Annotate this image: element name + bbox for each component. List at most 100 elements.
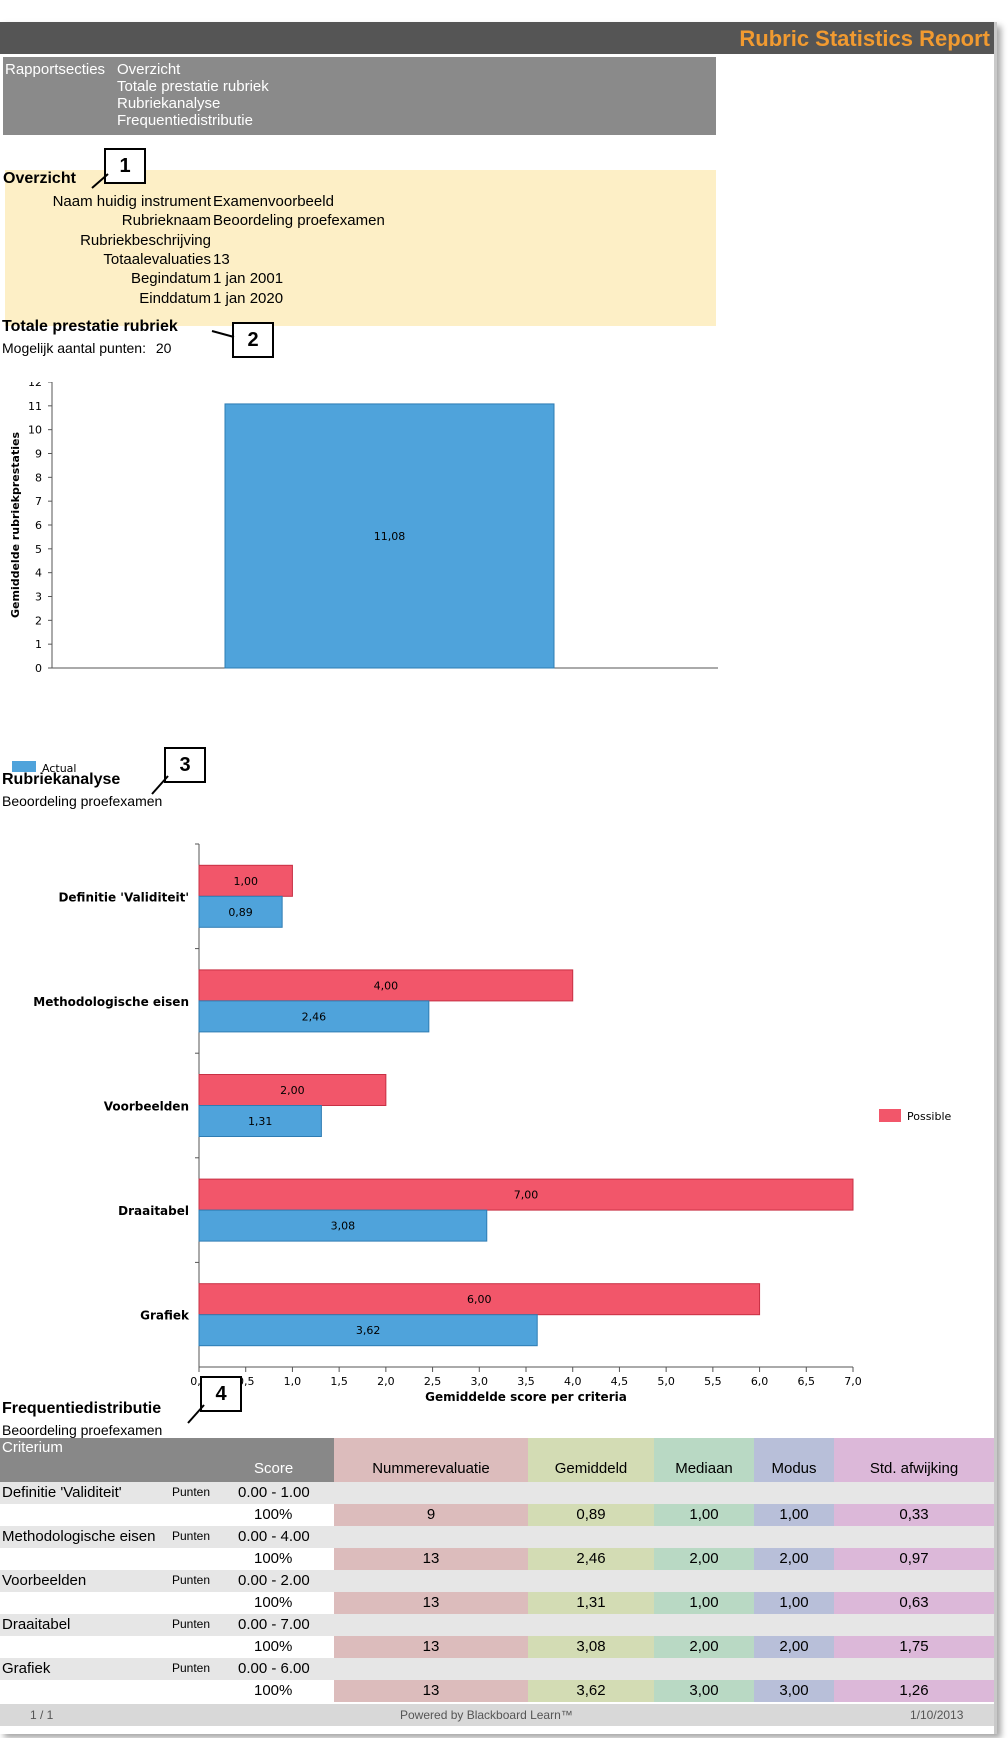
cell-gemiddeld: 3,62 xyxy=(528,1680,654,1702)
header-left-block xyxy=(0,1438,334,1482)
cell-nummerevaluatie: 9 xyxy=(334,1504,528,1526)
bar-actual-label: 3,08 xyxy=(331,1220,356,1233)
overview-value: 13 xyxy=(213,251,230,268)
table-row: Grafiek Punten 0.00 - 6.00 100% 13 3,62 3,00 3,… xyxy=(0,1658,994,1702)
header-nummerevaluatie: Nummerevaluatie xyxy=(334,1438,528,1482)
cell-modus: 1,00 xyxy=(754,1504,834,1526)
y-tick-label: 7 xyxy=(35,495,42,508)
report-title: Rubric Statistics Report xyxy=(739,26,990,51)
bar-actual xyxy=(198,1209,488,1242)
criterion-name: Draaitabel xyxy=(2,1616,71,1633)
report-sections-menu: Rapportsecties Overzicht Totale prestati… xyxy=(3,57,716,135)
row-band xyxy=(0,1614,994,1636)
callout-3-pointer xyxy=(151,775,169,795)
cell-std-afwijking: 0,97 xyxy=(834,1548,994,1570)
page-counter: 1 / 1 xyxy=(30,1708,54,1722)
table-row: Methodologische eisen Punten 0.00 - 4.00 10… xyxy=(0,1526,994,1570)
powered-by: Powered by Blackboard Learn™ xyxy=(400,1708,573,1722)
cell-mediaan: 2,00 xyxy=(654,1636,754,1658)
cell-nummerevaluatie: 13 xyxy=(334,1548,528,1570)
score-range: 0.00 - 2.00 xyxy=(238,1572,310,1589)
overview-row: Rubrieknaam Beoordeling proefexamen xyxy=(5,212,716,232)
callout-3: 3 xyxy=(164,747,206,783)
category-label: Methodologische eisen xyxy=(33,995,189,1009)
y-tick-label: 8 xyxy=(35,471,42,484)
callout-2-pointer xyxy=(211,330,235,338)
bar-actual-label: 2,46 xyxy=(302,1010,327,1023)
y-tick-label: 0 xyxy=(35,662,42,675)
title-bar: Rubric Statistics Report xyxy=(0,22,994,54)
report-date: 1/10/2013 xyxy=(910,1708,964,1722)
header-score: Score xyxy=(254,1460,294,1477)
category-label: Voorbeelden xyxy=(104,1100,189,1114)
cell-modus: 3,00 xyxy=(754,1680,834,1702)
cell-nummerevaluatie: 13 xyxy=(334,1680,528,1702)
y-tick-label: 10 xyxy=(28,424,42,437)
score-percent: 100% xyxy=(254,1506,293,1523)
criterion-name: Voorbeelden xyxy=(2,1572,87,1589)
row-band xyxy=(0,1482,994,1504)
y-tick-label: 12 xyxy=(28,382,42,389)
bar-possible xyxy=(198,969,574,1002)
frequency-table-header: Criterium Score Nummerevaluatie Gemiddel… xyxy=(0,1438,994,1482)
overview-key: Totaalevaluaties xyxy=(103,251,211,268)
y-tick-label: 5 xyxy=(35,543,42,556)
toc-link-overzicht[interactable]: Overzicht xyxy=(117,61,181,78)
cell-gemiddeld: 1,31 xyxy=(528,1592,654,1614)
bar-actual-label: 1,31 xyxy=(248,1115,273,1128)
bar-possible xyxy=(198,1283,761,1316)
cell-gemiddeld: 3,08 xyxy=(528,1636,654,1658)
cell-modus: 1,00 xyxy=(754,1592,834,1614)
category-label: Definitie 'Validiteit' xyxy=(58,890,189,904)
overview-title: Overzicht xyxy=(3,170,76,187)
cell-mediaan: 1,00 xyxy=(654,1504,754,1526)
overview-value: Examenvoorbeeld xyxy=(213,193,334,210)
possible-points-label: Mogelijk aantal punten: xyxy=(2,340,146,356)
bar-possible-label: 1,00 xyxy=(233,875,258,888)
criterion-unit: Punten xyxy=(172,1617,211,1631)
cell-mediaan: 3,00 xyxy=(654,1680,754,1702)
header-criterium: Criterium xyxy=(2,1439,63,1456)
score-percent: 100% xyxy=(254,1682,293,1699)
overview-key: Begindatum xyxy=(130,270,211,287)
criterion-unit: Punten xyxy=(172,1529,211,1543)
y-tick-label: 9 xyxy=(35,448,42,461)
bar-data-label: 11,08 xyxy=(374,530,406,543)
report-page: Rubric Statistics Report Rapportsecties … xyxy=(0,22,997,1734)
callout-2: 2 xyxy=(232,322,274,358)
x-tick-label: 2,0 xyxy=(377,1375,395,1388)
bar-actual-label: 0,89 xyxy=(228,906,253,919)
callout-1-pointer xyxy=(91,173,109,189)
score-range: 0.00 - 4.00 xyxy=(238,1528,310,1545)
overview-value: 1 jan 2020 xyxy=(213,290,284,307)
row-band xyxy=(0,1570,994,1592)
x-tick-label: 4,0 xyxy=(564,1375,582,1388)
bar-possible-label: 2,00 xyxy=(280,1084,305,1097)
overview-value: 1 jan 2001 xyxy=(213,270,284,287)
criterion-name: Definitie 'Validiteit' xyxy=(2,1484,122,1501)
score-range: 0.00 - 6.00 xyxy=(238,1660,310,1677)
x-tick-label: 1,5 xyxy=(330,1375,348,1388)
x-tick-label: 5,5 xyxy=(704,1375,722,1388)
legend-swatch-possible xyxy=(879,1109,901,1122)
category-label: Grafiek xyxy=(140,1309,190,1323)
cell-std-afwijking: 0,63 xyxy=(834,1592,994,1614)
table-row: Definitie 'Validiteit' Punten 0.00 - 1.00 1… xyxy=(0,1482,994,1526)
toc-link-frequentiedistributie[interactable]: Frequentiedistributie xyxy=(117,112,253,129)
y-tick-label: 3 xyxy=(35,591,42,604)
analysis-subtitle: Beoordeling proefexamen xyxy=(2,793,163,809)
criterion-unit: Punten xyxy=(172,1485,211,1499)
y-tick-label: 2 xyxy=(35,614,42,627)
bar-possible xyxy=(198,1074,387,1106)
criterion-name: Grafiek xyxy=(2,1660,51,1677)
header-std-afwijking: Std. afwijking xyxy=(834,1438,994,1482)
bar-possible-label: 7,00 xyxy=(514,1189,539,1202)
toc-link-totale-prestatie[interactable]: Totale prestatie rubriek xyxy=(117,78,269,95)
overview-row: Rubriekbeschrijving xyxy=(5,232,716,252)
frequency-subtitle: Beoordeling proefexamen xyxy=(2,1422,163,1438)
x-tick-label: 2,5 xyxy=(424,1375,442,1388)
header-gemiddeld: Gemiddeld xyxy=(528,1438,654,1482)
overview-key: Rubriekbeschrijving xyxy=(80,232,211,249)
cell-std-afwijking: 1,75 xyxy=(834,1636,994,1658)
toc-link-rubriekanalyse[interactable]: Rubriekanalyse xyxy=(117,95,221,112)
